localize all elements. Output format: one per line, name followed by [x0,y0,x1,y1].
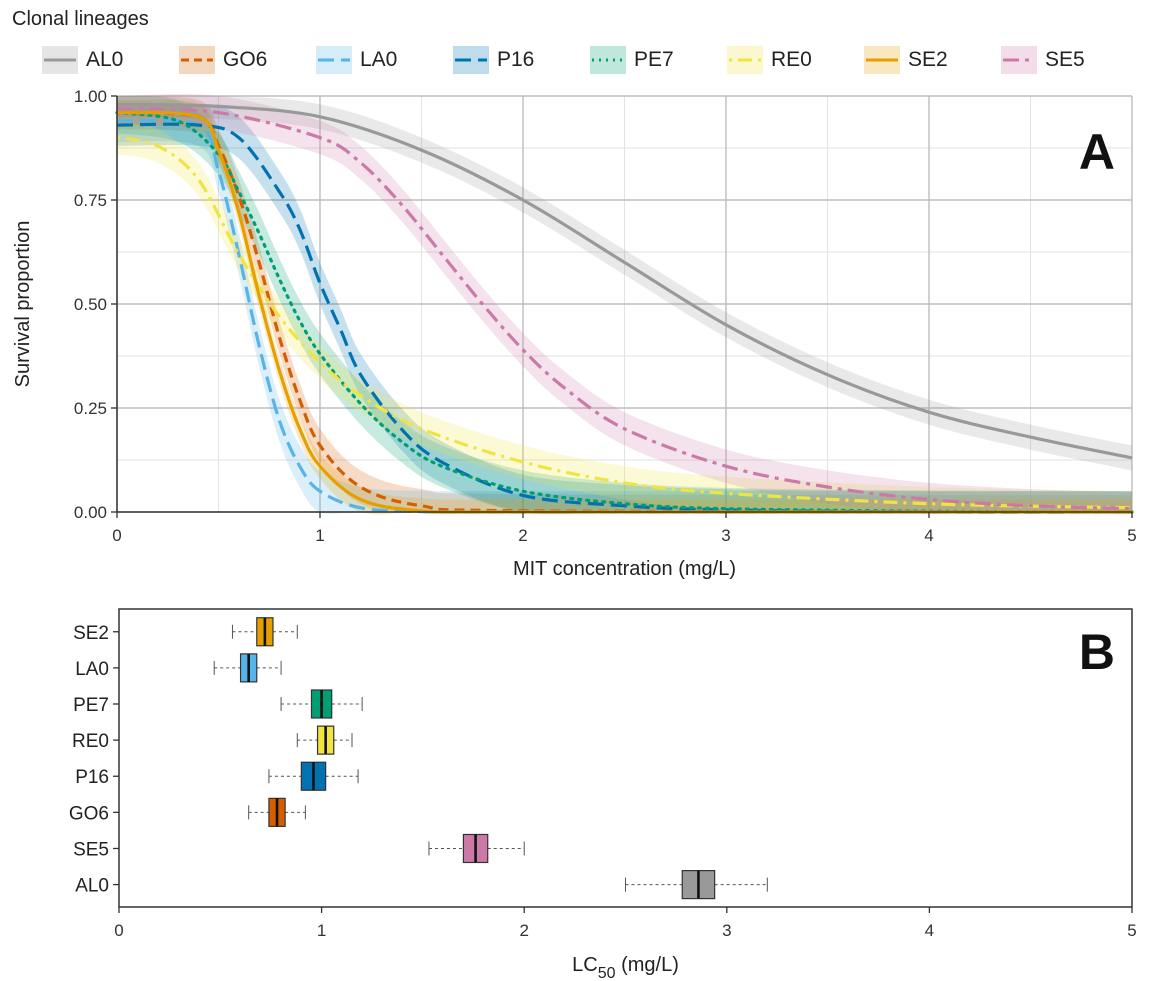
box-category-label: LA0 [75,659,109,680]
x-tick-label: 4 [924,526,933,545]
box-category-label: AL0 [75,876,109,897]
legend-label: AL0 [86,48,124,71]
series-line-p16 [116,122,1133,514]
box-category-label: SE2 [73,623,109,644]
lc-subscript: 50 [598,965,616,981]
y-tick-label: 0.50 [74,295,107,314]
box-re0 [296,725,353,755]
x-tick-label: 0 [112,526,121,545]
band-pe7 [117,95,1132,514]
lc-unit: (mg/L) [616,954,679,976]
series-line-re0 [116,136,1133,510]
series-line-pe7 [115,111,1134,514]
box-la0 [213,653,282,683]
series-line-al0 [116,102,1133,460]
panel-a-x-axis-label: MIT concentration (mg/L) [513,558,736,580]
box-category-label: SE5 [73,839,109,860]
legend-label: GO6 [223,48,268,71]
legend-key [590,46,626,74]
x-tick-label: 2 [518,526,527,545]
x-tick-label: 5 [1127,526,1136,545]
legend-key [1001,46,1037,74]
y-tick-label: 1.00 [74,87,107,106]
panel-a-survival-curves: 0 1 2 3 4 5 0.00 0.25 0.50 0.75 1.00 MIT concentrat… [12,87,1137,580]
band-se2 [117,100,1132,515]
x-tick-label: 2 [519,921,528,940]
legend: AL0 GO6 LA0 P16 PE7 RE0 SE2 SE5 [42,44,1159,78]
box-pe7 [280,689,363,719]
x-tick-label: 1 [317,921,326,940]
legend-key [864,46,900,74]
legend-key [179,46,215,74]
panel-b-x-axis-label: LC50 (mg/L) [572,954,679,981]
legend-key [316,46,352,74]
panel-a-y-axis-label: Survival proportion [12,221,34,388]
legend-key [42,46,78,74]
x-tick-label: 3 [722,921,731,940]
box-go6 [248,797,306,827]
legend-label: P16 [497,48,535,71]
box-p16 [268,761,359,791]
box-category-label: P16 [75,767,109,788]
box-category-label: PE7 [73,695,109,716]
legend-label: SE5 [1045,48,1085,71]
legend-label: SE2 [908,48,948,71]
box-category-label: RE0 [72,731,109,752]
legend-label: LA0 [360,48,398,71]
box-al0 [625,870,768,900]
box-category-label: GO6 [69,803,109,824]
legend-key [727,46,763,74]
band-al0 [117,95,1132,471]
panel-b-plot-area [118,608,1133,908]
x-tick-label: 5 [1127,921,1136,940]
x-tick-label: 3 [721,526,730,545]
legend-title: Clonal lineages [12,8,149,30]
y-tick-label: 0.25 [74,399,107,418]
legend-key [453,46,489,74]
y-tick-label: 0.75 [74,191,107,210]
panel-b-lc50-boxplot: SE2 LA0 PE7 RE0 P16 GO6 SE5 AL0 0 1 2 3 4 5 LC50 (mg/L… [69,608,1137,981]
panel-a-label: A [1079,124,1115,180]
band-go6 [117,96,1132,513]
legend-label: RE0 [771,48,812,71]
y-tick-label: 0.00 [74,503,107,522]
x-tick-label: 0 [114,921,123,940]
panel-b-label: B [1079,624,1115,680]
x-tick-label: 1 [315,526,324,545]
legend-label: PE7 [634,48,674,71]
box-se5 [428,833,525,864]
lc-label: LC [572,954,598,976]
box-se2 [231,617,298,647]
x-tick-label: 4 [925,921,934,940]
series-line-se5 [116,106,1133,511]
